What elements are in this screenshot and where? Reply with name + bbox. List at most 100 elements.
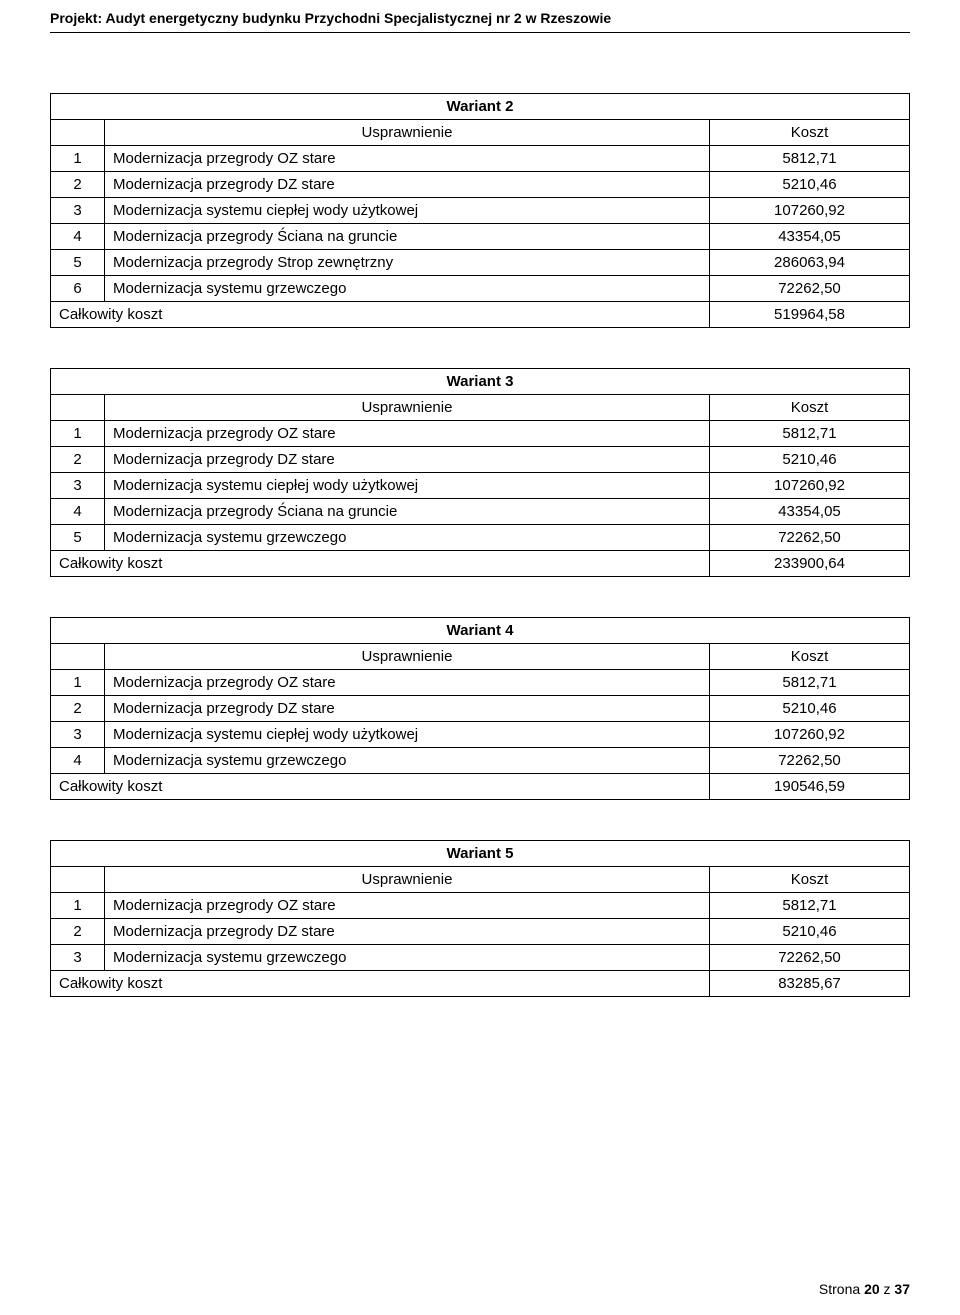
row-number: 2 — [51, 696, 105, 722]
row-value: 286063,94 — [710, 250, 910, 276]
row-number: 2 — [51, 172, 105, 198]
row-value: 107260,92 — [710, 473, 910, 499]
row-value: 107260,92 — [710, 198, 910, 224]
variant-table: Wariant 2UsprawnienieKoszt1Modernizacja … — [50, 93, 910, 328]
row-number: 3 — [51, 945, 105, 971]
row-description: Modernizacja przegrody DZ stare — [105, 696, 710, 722]
row-description: Modernizacja przegrody OZ stare — [105, 421, 710, 447]
table-row: 4Modernizacja przegrody Ściana na grunci… — [51, 224, 910, 250]
row-description: Modernizacja przegrody Ściana na gruncie — [105, 224, 710, 250]
row-number: 3 — [51, 722, 105, 748]
variant-table: Wariant 5UsprawnienieKoszt1Modernizacja … — [50, 840, 910, 997]
row-description: Modernizacja przegrody OZ stare — [105, 893, 710, 919]
page-footer: Strona 20 z 37 — [819, 1281, 910, 1297]
table-row: 5Modernizacja systemu grzewczego72262,50 — [51, 525, 910, 551]
variant-table: Wariant 3UsprawnienieKoszt1Modernizacja … — [50, 368, 910, 577]
row-value: 72262,50 — [710, 276, 910, 302]
row-number: 3 — [51, 473, 105, 499]
row-number: 3 — [51, 198, 105, 224]
table-row: 2Modernizacja przegrody DZ stare5210,46 — [51, 919, 910, 945]
tables-host: Wariant 2UsprawnienieKoszt1Modernizacja … — [50, 93, 910, 997]
table-row: 1Modernizacja przegrody OZ stare5812,71 — [51, 421, 910, 447]
row-value: 43354,05 — [710, 499, 910, 525]
row-description: Modernizacja przegrody OZ stare — [105, 146, 710, 172]
row-description: Modernizacja przegrody DZ stare — [105, 447, 710, 473]
header-usprawnienie: Usprawnienie — [105, 120, 710, 146]
row-description: Modernizacja systemu grzewczego — [105, 276, 710, 302]
header-koszt: Koszt — [710, 867, 910, 893]
table-row: 5Modernizacja przegrody Strop zewnętrzny… — [51, 250, 910, 276]
row-value: 5812,71 — [710, 670, 910, 696]
variant-title: Wariant 2 — [51, 94, 910, 120]
table-row: 3Modernizacja systemu grzewczego72262,50 — [51, 945, 910, 971]
row-number: 4 — [51, 748, 105, 774]
page: Projekt: Audyt energetyczny budynku Przy… — [0, 0, 960, 1315]
footer-of: z — [884, 1281, 891, 1297]
row-description: Modernizacja systemu ciepłej wody użytko… — [105, 722, 710, 748]
row-description: Modernizacja przegrody OZ stare — [105, 670, 710, 696]
table-row: 1Modernizacja przegrody OZ stare5812,71 — [51, 146, 910, 172]
row-number: 5 — [51, 525, 105, 551]
table-row: 1Modernizacja przegrody OZ stare5812,71 — [51, 670, 910, 696]
header-usprawnienie: Usprawnienie — [105, 395, 710, 421]
row-number: 1 — [51, 146, 105, 172]
row-description: Modernizacja przegrody Strop zewnętrzny — [105, 250, 710, 276]
variant-title: Wariant 4 — [51, 618, 910, 644]
row-value: 5210,46 — [710, 919, 910, 945]
total-label: Całkowity koszt — [51, 302, 710, 328]
table-row: 6Modernizacja systemu grzewczego72262,50 — [51, 276, 910, 302]
row-value: 5210,46 — [710, 696, 910, 722]
row-value: 5812,71 — [710, 421, 910, 447]
total-value: 190546,59 — [710, 774, 910, 800]
variant-title: Wariant 5 — [51, 841, 910, 867]
row-number: 1 — [51, 893, 105, 919]
row-number: 4 — [51, 499, 105, 525]
row-number: 1 — [51, 421, 105, 447]
row-value: 5210,46 — [710, 447, 910, 473]
row-value: 72262,50 — [710, 748, 910, 774]
row-number: 2 — [51, 919, 105, 945]
row-number: 1 — [51, 670, 105, 696]
total-value: 233900,64 — [710, 551, 910, 577]
total-value: 519964,58 — [710, 302, 910, 328]
row-value: 5812,71 — [710, 893, 910, 919]
header-koszt: Koszt — [710, 120, 910, 146]
row-value: 72262,50 — [710, 525, 910, 551]
table-row: 4Modernizacja przegrody Ściana na grunci… — [51, 499, 910, 525]
header-rule — [50, 32, 910, 33]
table-row: 1Modernizacja przegrody OZ stare5812,71 — [51, 893, 910, 919]
header-blank — [51, 120, 105, 146]
row-number: 5 — [51, 250, 105, 276]
table-row: 2Modernizacja przegrody DZ stare5210,46 — [51, 696, 910, 722]
header-usprawnienie: Usprawnienie — [105, 867, 710, 893]
row-value: 5210,46 — [710, 172, 910, 198]
row-number: 2 — [51, 447, 105, 473]
header-usprawnienie: Usprawnienie — [105, 644, 710, 670]
row-value: 43354,05 — [710, 224, 910, 250]
row-value: 5812,71 — [710, 146, 910, 172]
table-row: 3Modernizacja systemu ciepłej wody użytk… — [51, 722, 910, 748]
table-row: 2Modernizacja przegrody DZ stare5210,46 — [51, 447, 910, 473]
total-value: 83285,67 — [710, 971, 910, 997]
row-number: 6 — [51, 276, 105, 302]
total-label: Całkowity koszt — [51, 774, 710, 800]
footer-page-total: 37 — [894, 1281, 910, 1297]
project-header: Projekt: Audyt energetyczny budynku Przy… — [50, 10, 910, 32]
row-description: Modernizacja systemu grzewczego — [105, 525, 710, 551]
header-koszt: Koszt — [710, 395, 910, 421]
variant-title: Wariant 3 — [51, 369, 910, 395]
table-row: 2Modernizacja przegrody DZ stare5210,46 — [51, 172, 910, 198]
footer-page-current: 20 — [864, 1281, 880, 1297]
row-description: Modernizacja przegrody DZ stare — [105, 172, 710, 198]
row-value: 107260,92 — [710, 722, 910, 748]
header-blank — [51, 644, 105, 670]
row-description: Modernizacja przegrody Ściana na gruncie — [105, 499, 710, 525]
table-row: 3Modernizacja systemu ciepłej wody użytk… — [51, 473, 910, 499]
table-row: 4Modernizacja systemu grzewczego72262,50 — [51, 748, 910, 774]
variant-table: Wariant 4UsprawnienieKoszt1Modernizacja … — [50, 617, 910, 800]
table-row: 3Modernizacja systemu ciepłej wody użytk… — [51, 198, 910, 224]
row-value: 72262,50 — [710, 945, 910, 971]
footer-label: Strona — [819, 1281, 860, 1297]
row-description: Modernizacja systemu grzewczego — [105, 945, 710, 971]
row-number: 4 — [51, 224, 105, 250]
